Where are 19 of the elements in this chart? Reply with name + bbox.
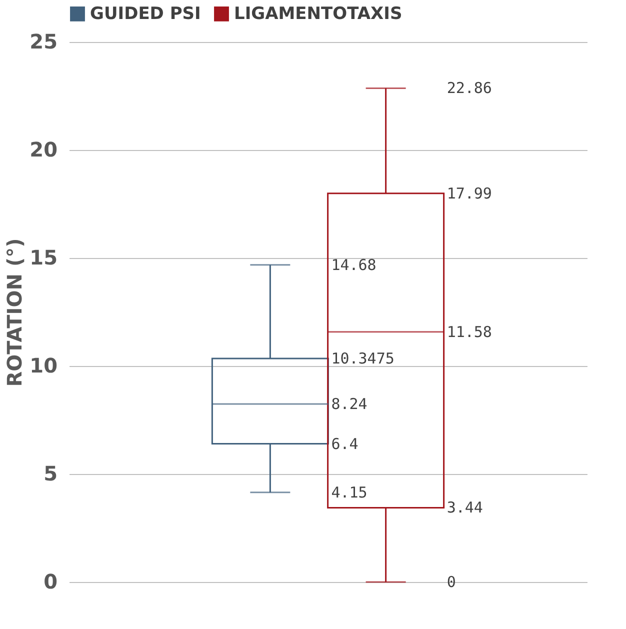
y-tick-label: 20 <box>30 138 58 162</box>
y-axis-title: ROTATION (°) <box>2 238 27 387</box>
annotation: 17.99 <box>446 184 492 202</box>
annotation: 11.58 <box>446 322 492 341</box>
y-tick-label: 15 <box>30 246 58 270</box>
annotation: 14.68 <box>331 256 376 274</box>
annotation: 8.24 <box>331 395 368 414</box>
annotation: 4.15 <box>331 483 368 502</box>
y-tick-label: 25 <box>30 30 58 54</box>
y-tick-label: 10 <box>30 354 58 378</box>
y-tick-label: 0 <box>44 570 58 594</box>
legend-label: LIGAMENTOTAXIS <box>234 4 402 24</box>
annotation: 10.3475 <box>331 349 394 368</box>
annotation: 0 <box>446 573 456 591</box>
y-tick-label: 5 <box>44 462 58 486</box>
annotation: 3.44 <box>446 498 483 517</box>
legend-label: GUIDED PSI <box>90 4 201 24</box>
annotation: 6.4 <box>331 434 358 453</box>
annotation: 22.86 <box>446 79 492 98</box>
